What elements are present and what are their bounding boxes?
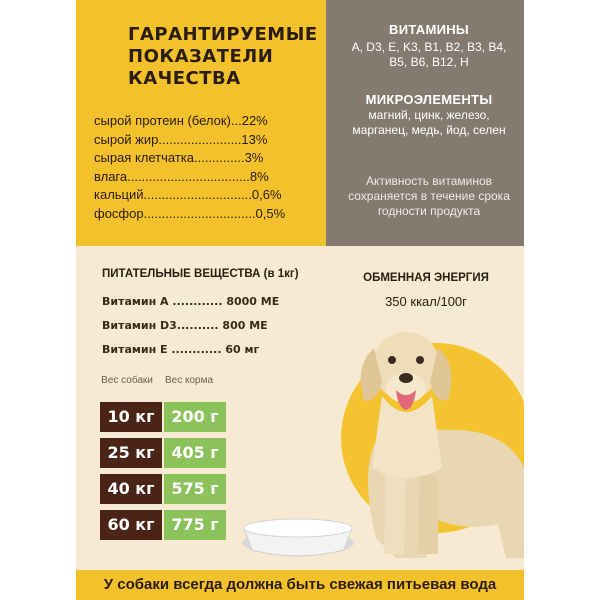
quality-section: ГАРАНТИРУЕМЫЕ ПОКАЗАТЕЛИ КАЧЕСТВА сырой …	[76, 0, 326, 246]
dog-nose	[399, 373, 413, 383]
quality-item: сырая клетчатка..............3%	[94, 150, 264, 166]
quality-list: сырой протеин (белок)...22% сырой жир...…	[94, 112, 322, 224]
vitamins-title: ВИТАМИНЫ	[389, 22, 469, 37]
nutrients-title: ПИТАТЕЛЬНЫЕ ВЕЩЕСТВА (в 1кг)	[102, 268, 299, 280]
dog-ear	[430, 348, 452, 401]
quality-item: сырой протеин (белок)...22%	[94, 113, 268, 128]
quality-item: кальций..............................0,6…	[94, 187, 282, 203]
quality-title-line: ПОКАЗАТЕЛИ	[128, 46, 274, 67]
food-weight-header: Вес корма	[164, 375, 214, 386]
dog-weight-header: Вес собаки	[101, 375, 153, 386]
quality-title-line: ГАРАНТИРУЕМЫЕ	[128, 24, 318, 45]
dog-front-leg	[418, 468, 438, 554]
quality-item: сырой жир.......................13%	[94, 131, 268, 147]
nutrient-item: Витамин D3.......... 800 МЕ	[102, 319, 268, 332]
dog-ear	[360, 348, 382, 401]
activity-note: Активность витаминов сохраняется в течен…	[348, 174, 510, 218]
dog-eye	[388, 356, 396, 364]
dog-weight-cell: 25 кг	[100, 438, 162, 468]
labrador-dog-icon	[242, 332, 524, 558]
nutrient-item: Витамин А ............ 8000 МЕ	[102, 295, 280, 308]
vitamins-list: A, D3, E, K3, B1, B2, B3, B4, B5, B6, B1…	[351, 40, 507, 69]
food-weight-cell: 405 г	[164, 438, 226, 468]
water-notice: У собаки всегда должна быть свежая питье…	[76, 570, 524, 600]
quality-item: влага..................................8…	[94, 168, 269, 184]
microelements-list: магний, цинк, железо, марганец, медь, йо…	[352, 108, 506, 137]
food-weight-cell: 200 г	[164, 402, 226, 432]
product-info-panel: ГАРАНТИРУЕМЫЕ ПОКАЗАТЕЛИ КАЧЕСТВА сырой …	[76, 0, 524, 600]
dog-tongue	[396, 390, 416, 410]
bowl-rim	[243, 518, 353, 538]
energy-title: ОБМЕННАЯ ЭНЕРГИЯ	[363, 272, 489, 284]
food-weight-cell: 575 г	[164, 474, 226, 504]
quality-title-line: КАЧЕСТВА	[128, 68, 241, 89]
food-weight-cell: 775 г	[164, 510, 226, 540]
nutrients-list: Витамин А ............ 8000 МЕ Витамин D…	[102, 290, 279, 362]
energy-value: 350 ккал/100г	[385, 294, 467, 309]
microelements-title: МИКРОЭЛЕМЕНТЫ	[365, 92, 493, 107]
dog-front-leg	[384, 458, 406, 554]
quality-item: фосфор...............................0,5…	[94, 205, 286, 221]
dog-weight-cell: 60 кг	[100, 510, 162, 540]
nutrient-item: Витамин Е ............ 60 мг	[102, 343, 260, 356]
dog-eye	[416, 356, 424, 364]
dog-muzzle	[386, 373, 426, 403]
dog-weight-cell: 10 кг	[100, 402, 162, 432]
dog-weight-cell: 40 кг	[100, 474, 162, 504]
quality-title: ГАРАНТИРУЕМЫЕ ПОКАЗАТЕЛИ КАЧЕСТВА	[128, 24, 318, 90]
vitamins-section: ВИТАМИНЫ A, D3, E, K3, B1, B2, B3, B4, B…	[326, 0, 524, 246]
dog-chest	[372, 396, 442, 478]
